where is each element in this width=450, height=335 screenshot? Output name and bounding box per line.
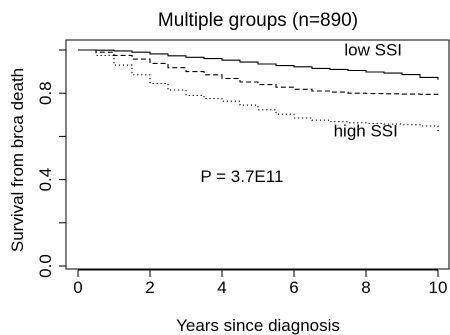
annotations: low SSI high SSI P = 3.7E11 (200, 40, 402, 185)
x-tick-label: 8 (361, 278, 370, 297)
y-tick-label: 0.0 (36, 254, 55, 278)
annotation-label: low SSI (344, 40, 402, 59)
x-axis-label: Years since diagnosis (176, 316, 340, 335)
x-tick-label: 0 (73, 278, 82, 297)
series-layer (78, 49, 439, 131)
x-tick-label: 2 (145, 278, 154, 297)
series-line-dotted (78, 49, 439, 131)
x-axis: 0 2 4 6 8 10 (73, 269, 448, 297)
series-line-dashed (78, 49, 439, 95)
x-tick-label: 4 (217, 278, 226, 297)
chart-title: Multiple groups (n=890) (158, 10, 358, 31)
x-tick-label: 6 (289, 278, 298, 297)
y-tick-label: 0.4 (36, 168, 55, 192)
y-axis-label: Survival from brca death (8, 68, 27, 252)
y-tick-label: 0.8 (36, 81, 55, 105)
plot-frame (65, 39, 450, 270)
y-axis: 0.0 0.4 0.8 (36, 49, 67, 278)
x-tick-label: 10 (429, 278, 448, 297)
annotation-label: high SSI (334, 121, 398, 140)
series-line-solid (78, 49, 439, 80)
annotation-label: P = 3.7E11 (200, 167, 283, 186)
